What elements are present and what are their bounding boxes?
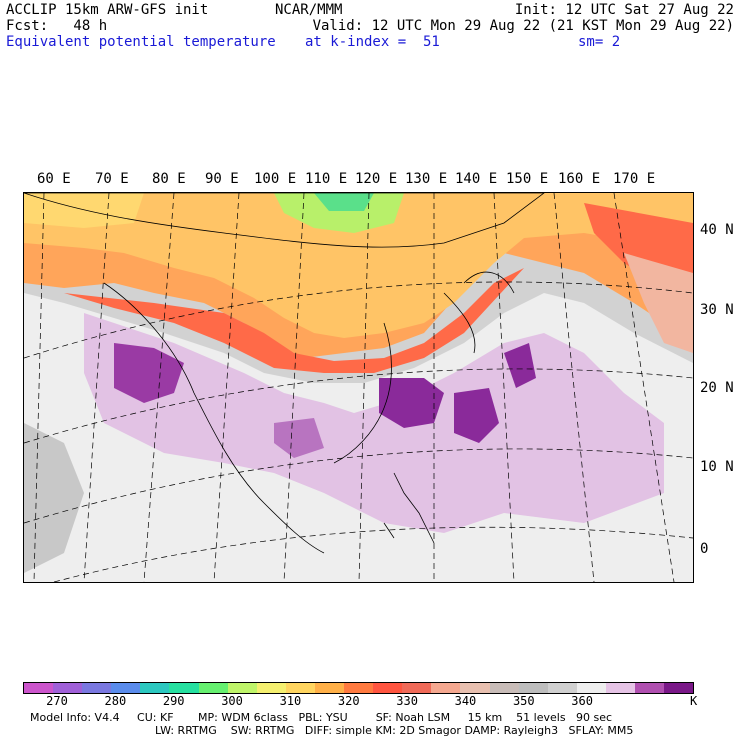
- field-name: Equivalent potential temperature: [6, 34, 276, 50]
- pale-yellow-region: [24, 193, 144, 228]
- color-scale-tick: 310: [279, 694, 302, 708]
- longitude-label: 120 E: [355, 171, 398, 187]
- longitude-label: 130 E: [405, 171, 448, 187]
- color-swatch: [285, 683, 315, 693]
- color-swatch: [634, 683, 665, 693]
- longitude-label: 60 E: [37, 171, 71, 187]
- longitude-label: 150 E: [506, 171, 549, 187]
- color-scale-bar: [23, 682, 694, 694]
- pacific-salmon-band: [624, 253, 693, 353]
- color-swatch: [24, 683, 54, 693]
- valid-time: Valid: 12 UTC Mon 29 Aug 22 (21 KST Mon …: [312, 18, 734, 34]
- color-swatch: [140, 683, 170, 693]
- longitude-label: 100 E: [254, 171, 297, 187]
- longitude-label: 90 E: [205, 171, 239, 187]
- high-theta-e-east-pacific: [504, 343, 536, 388]
- cooler-teal-region: [314, 193, 374, 211]
- color-scale-unit: K: [690, 694, 698, 708]
- color-scale-tick: 270: [46, 694, 68, 708]
- forecast-hour: Fcst: 48 h: [6, 18, 108, 34]
- color-swatch: [576, 683, 606, 693]
- longitude-label: 170 E: [613, 171, 656, 187]
- high-theta-e-taiwan-strait: [379, 378, 444, 428]
- smoothing-label: sm= 2: [578, 34, 621, 50]
- yellow-orange-region: [24, 193, 693, 338]
- latitude-label: 10 N: [700, 459, 734, 475]
- color-swatch: [518, 683, 548, 693]
- color-swatch: [111, 683, 141, 693]
- color-scale-tick: 360: [571, 694, 593, 708]
- color-swatch: [227, 683, 257, 693]
- level-label: at k-index = 51: [305, 34, 440, 50]
- color-scale-tick: 300: [221, 694, 243, 708]
- longitude-label: 70 E: [95, 171, 129, 187]
- model-title: ACCLIP 15km ARW-GFS init: [6, 2, 209, 18]
- longitude-label: 160 E: [558, 171, 601, 187]
- latitude-label: 30 N: [700, 302, 734, 318]
- longitude-label: 110 E: [305, 171, 348, 187]
- institution-label: NCAR/MMM: [275, 2, 343, 18]
- color-scale-tick: 350: [512, 694, 535, 708]
- coastline-north: [24, 193, 545, 248]
- color-swatch: [489, 683, 519, 693]
- color-swatch: [314, 683, 345, 693]
- longitude-label: 140 E: [455, 171, 498, 187]
- color-swatch: [402, 683, 432, 693]
- theta-e-field-map: [24, 193, 693, 582]
- coastline-korea-japan: [443, 271, 515, 354]
- latitude-label: 0: [700, 541, 709, 557]
- color-scale-tick: 320: [337, 694, 360, 708]
- color-swatch: [460, 683, 490, 693]
- cool-green-region: [274, 193, 404, 233]
- color-scale-tick: 280: [104, 694, 127, 708]
- model-info-line: Model Info: V4.4 CU: KF MP: WDM 6class P…: [30, 711, 613, 724]
- coastline-china: [333, 322, 392, 464]
- color-scale-tick: 290: [162, 694, 185, 708]
- high-theta-e-philippine-sea: [454, 388, 499, 443]
- color-swatch: [373, 683, 403, 693]
- coastline-south-asia: [103, 282, 325, 554]
- graticule-lines: [24, 193, 693, 582]
- map-panel: [23, 192, 694, 583]
- init-time: Init: 12 UTC Sat 27 Aug 22: [514, 2, 734, 18]
- color-swatch: [431, 683, 461, 693]
- latitude-label: 20 N: [700, 380, 734, 396]
- longitude-label: 80 E: [152, 171, 186, 187]
- coastline-philippines: [383, 472, 435, 544]
- color-swatch: [53, 683, 83, 693]
- color-swatch: [82, 683, 112, 693]
- color-swatch: [605, 683, 635, 693]
- color-swatch: [198, 683, 228, 693]
- color-swatch: [256, 683, 286, 693]
- physics-info-line: LW: RRTMG SW: RRTMG DIFF: simple KM: 2D …: [155, 724, 634, 737]
- high-theta-e-north-india: [114, 343, 184, 403]
- moderate-theta-e-indochina: [274, 418, 324, 458]
- color-swatch: [547, 683, 577, 693]
- color-swatch: [344, 683, 374, 693]
- color-scale-tick: 340: [454, 694, 477, 708]
- color-scale-tick: 330: [396, 694, 418, 708]
- grey-dry-west: [24, 423, 84, 573]
- color-swatch: [169, 683, 199, 693]
- color-swatch: [664, 683, 694, 693]
- latitude-label: 40 N: [700, 222, 734, 238]
